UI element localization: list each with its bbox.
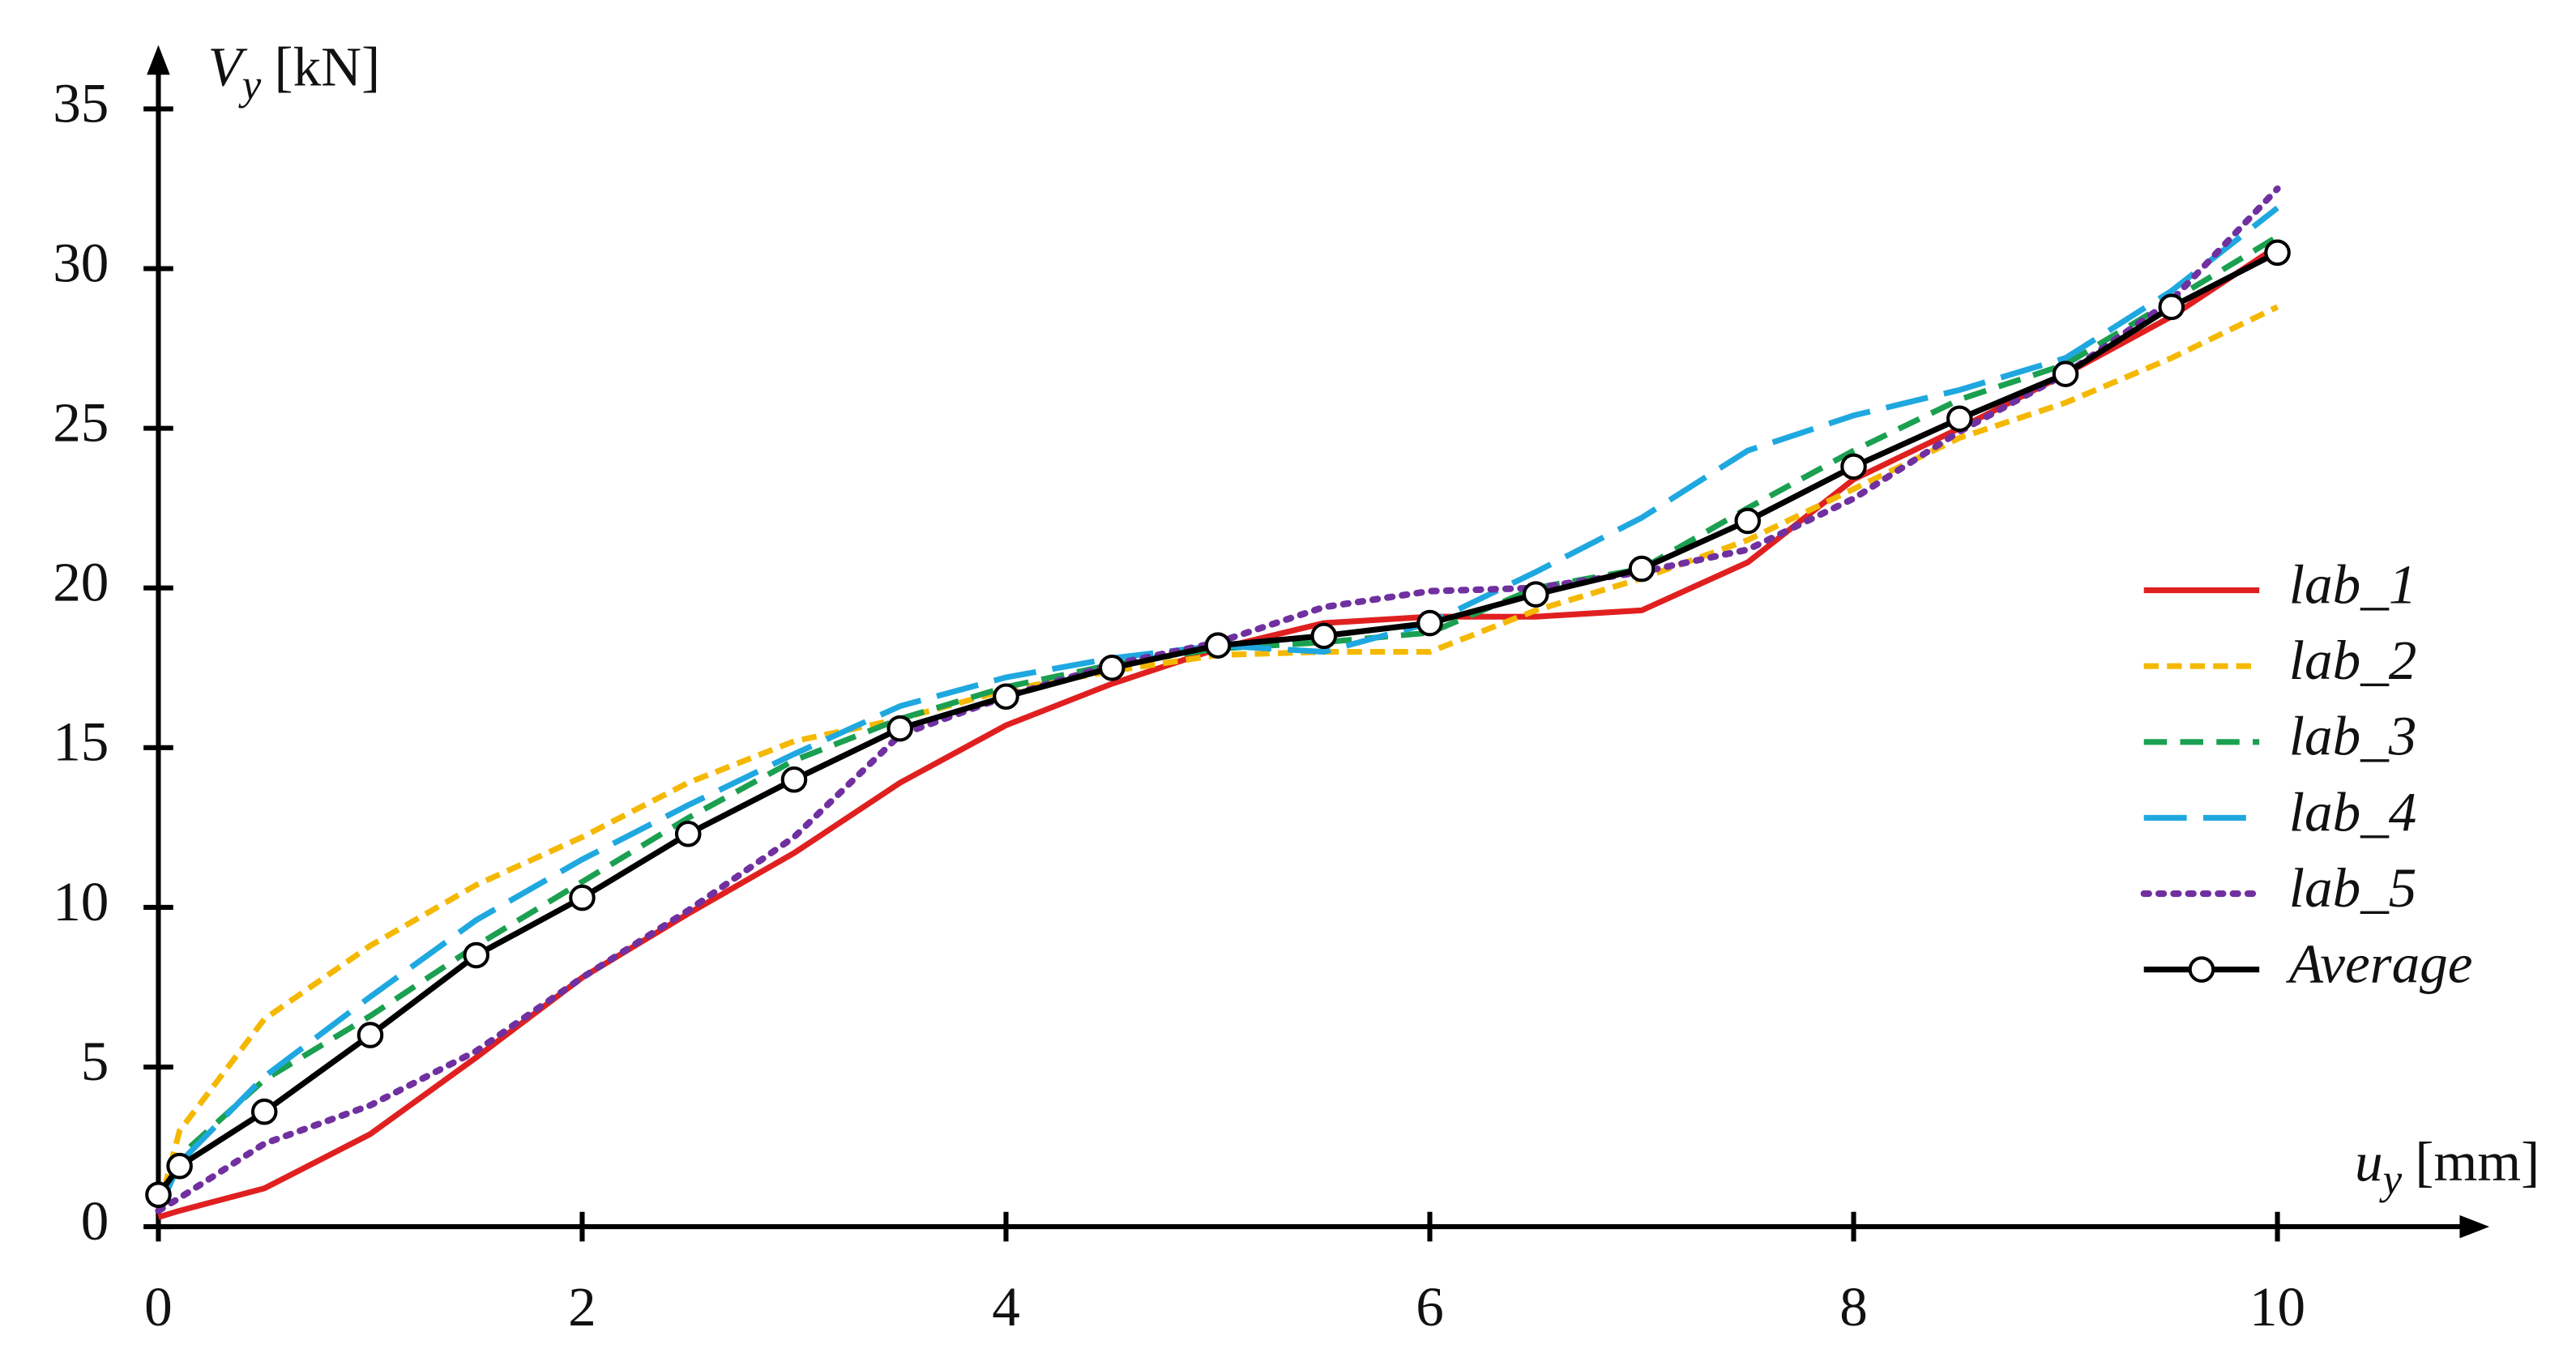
y-tick-label: 25: [53, 391, 109, 453]
legend-label: lab_2: [2289, 629, 2417, 691]
y-axis-arrow: [147, 45, 170, 75]
legend-marker: [2188, 956, 2215, 983]
x-label: uy [mm]: [2355, 1130, 2540, 1204]
data-point: [780, 766, 808, 793]
legend-label: lab_4: [2289, 780, 2417, 843]
series-line: [155, 185, 2281, 1214]
y-label-unit: [kN]: [275, 35, 381, 97]
data-point: [1946, 405, 1973, 433]
x-axis-arrow: [2459, 1214, 2490, 1239]
x-tick-label: 0: [144, 1275, 173, 1338]
series-line: [156, 304, 2279, 1212]
x-label-symbol: u: [2355, 1130, 2383, 1193]
y-tick-label: 20: [53, 551, 109, 613]
data-point: [993, 683, 1019, 711]
legend-label: Average: [2286, 933, 2473, 995]
y-label-subscript: y: [238, 62, 262, 109]
y-tick-label: 15: [53, 711, 109, 773]
data-point: [1098, 654, 1126, 681]
series-line: [156, 250, 2279, 1197]
data-point: [1734, 507, 1762, 535]
y-tick-label: 0: [81, 1189, 109, 1252]
series-line: [156, 205, 2279, 1212]
data-point: [1840, 453, 1867, 480]
x-label-subscript: y: [2379, 1156, 2403, 1203]
y-label-symbol: V: [208, 35, 248, 97]
series-line: [156, 234, 2279, 1212]
legend-label: lab_5: [2289, 856, 2417, 919]
data-point: [250, 1098, 278, 1125]
data-point: [674, 820, 702, 847]
legend-label: lab_1: [2289, 553, 2417, 615]
y-label: Vy [kN]: [208, 35, 381, 109]
data-point: [2052, 361, 2079, 387]
y-tick-label: 30: [53, 231, 109, 293]
data-point: [357, 1022, 384, 1048]
data-point: [2264, 239, 2291, 267]
x-tick-label: 2: [568, 1275, 596, 1338]
legend-label: lab_3: [2289, 705, 2417, 767]
data-point: [1416, 609, 1443, 637]
y-tick-label: 5: [81, 1030, 109, 1092]
x-label-unit: [mm]: [2415, 1130, 2540, 1193]
data-point: [166, 1152, 193, 1180]
x-tick-label: 4: [992, 1275, 1020, 1338]
data-point: [569, 884, 596, 911]
series-line: [157, 243, 2279, 1220]
data-point: [1204, 632, 1232, 659]
x-tick-label: 8: [1839, 1275, 1868, 1338]
data-point: [1522, 581, 1549, 608]
data-point: [1310, 622, 1338, 650]
data-point: [145, 1181, 172, 1208]
data-point: [2158, 293, 2185, 321]
data-point: [463, 941, 490, 969]
x-tick-label: 10: [2249, 1275, 2305, 1338]
data-point: [886, 715, 914, 742]
data-point: [1628, 555, 1655, 583]
x-tick-label: 6: [1416, 1275, 1444, 1338]
y-tick-label: 35: [53, 71, 109, 134]
y-tick-label: 10: [53, 870, 109, 933]
